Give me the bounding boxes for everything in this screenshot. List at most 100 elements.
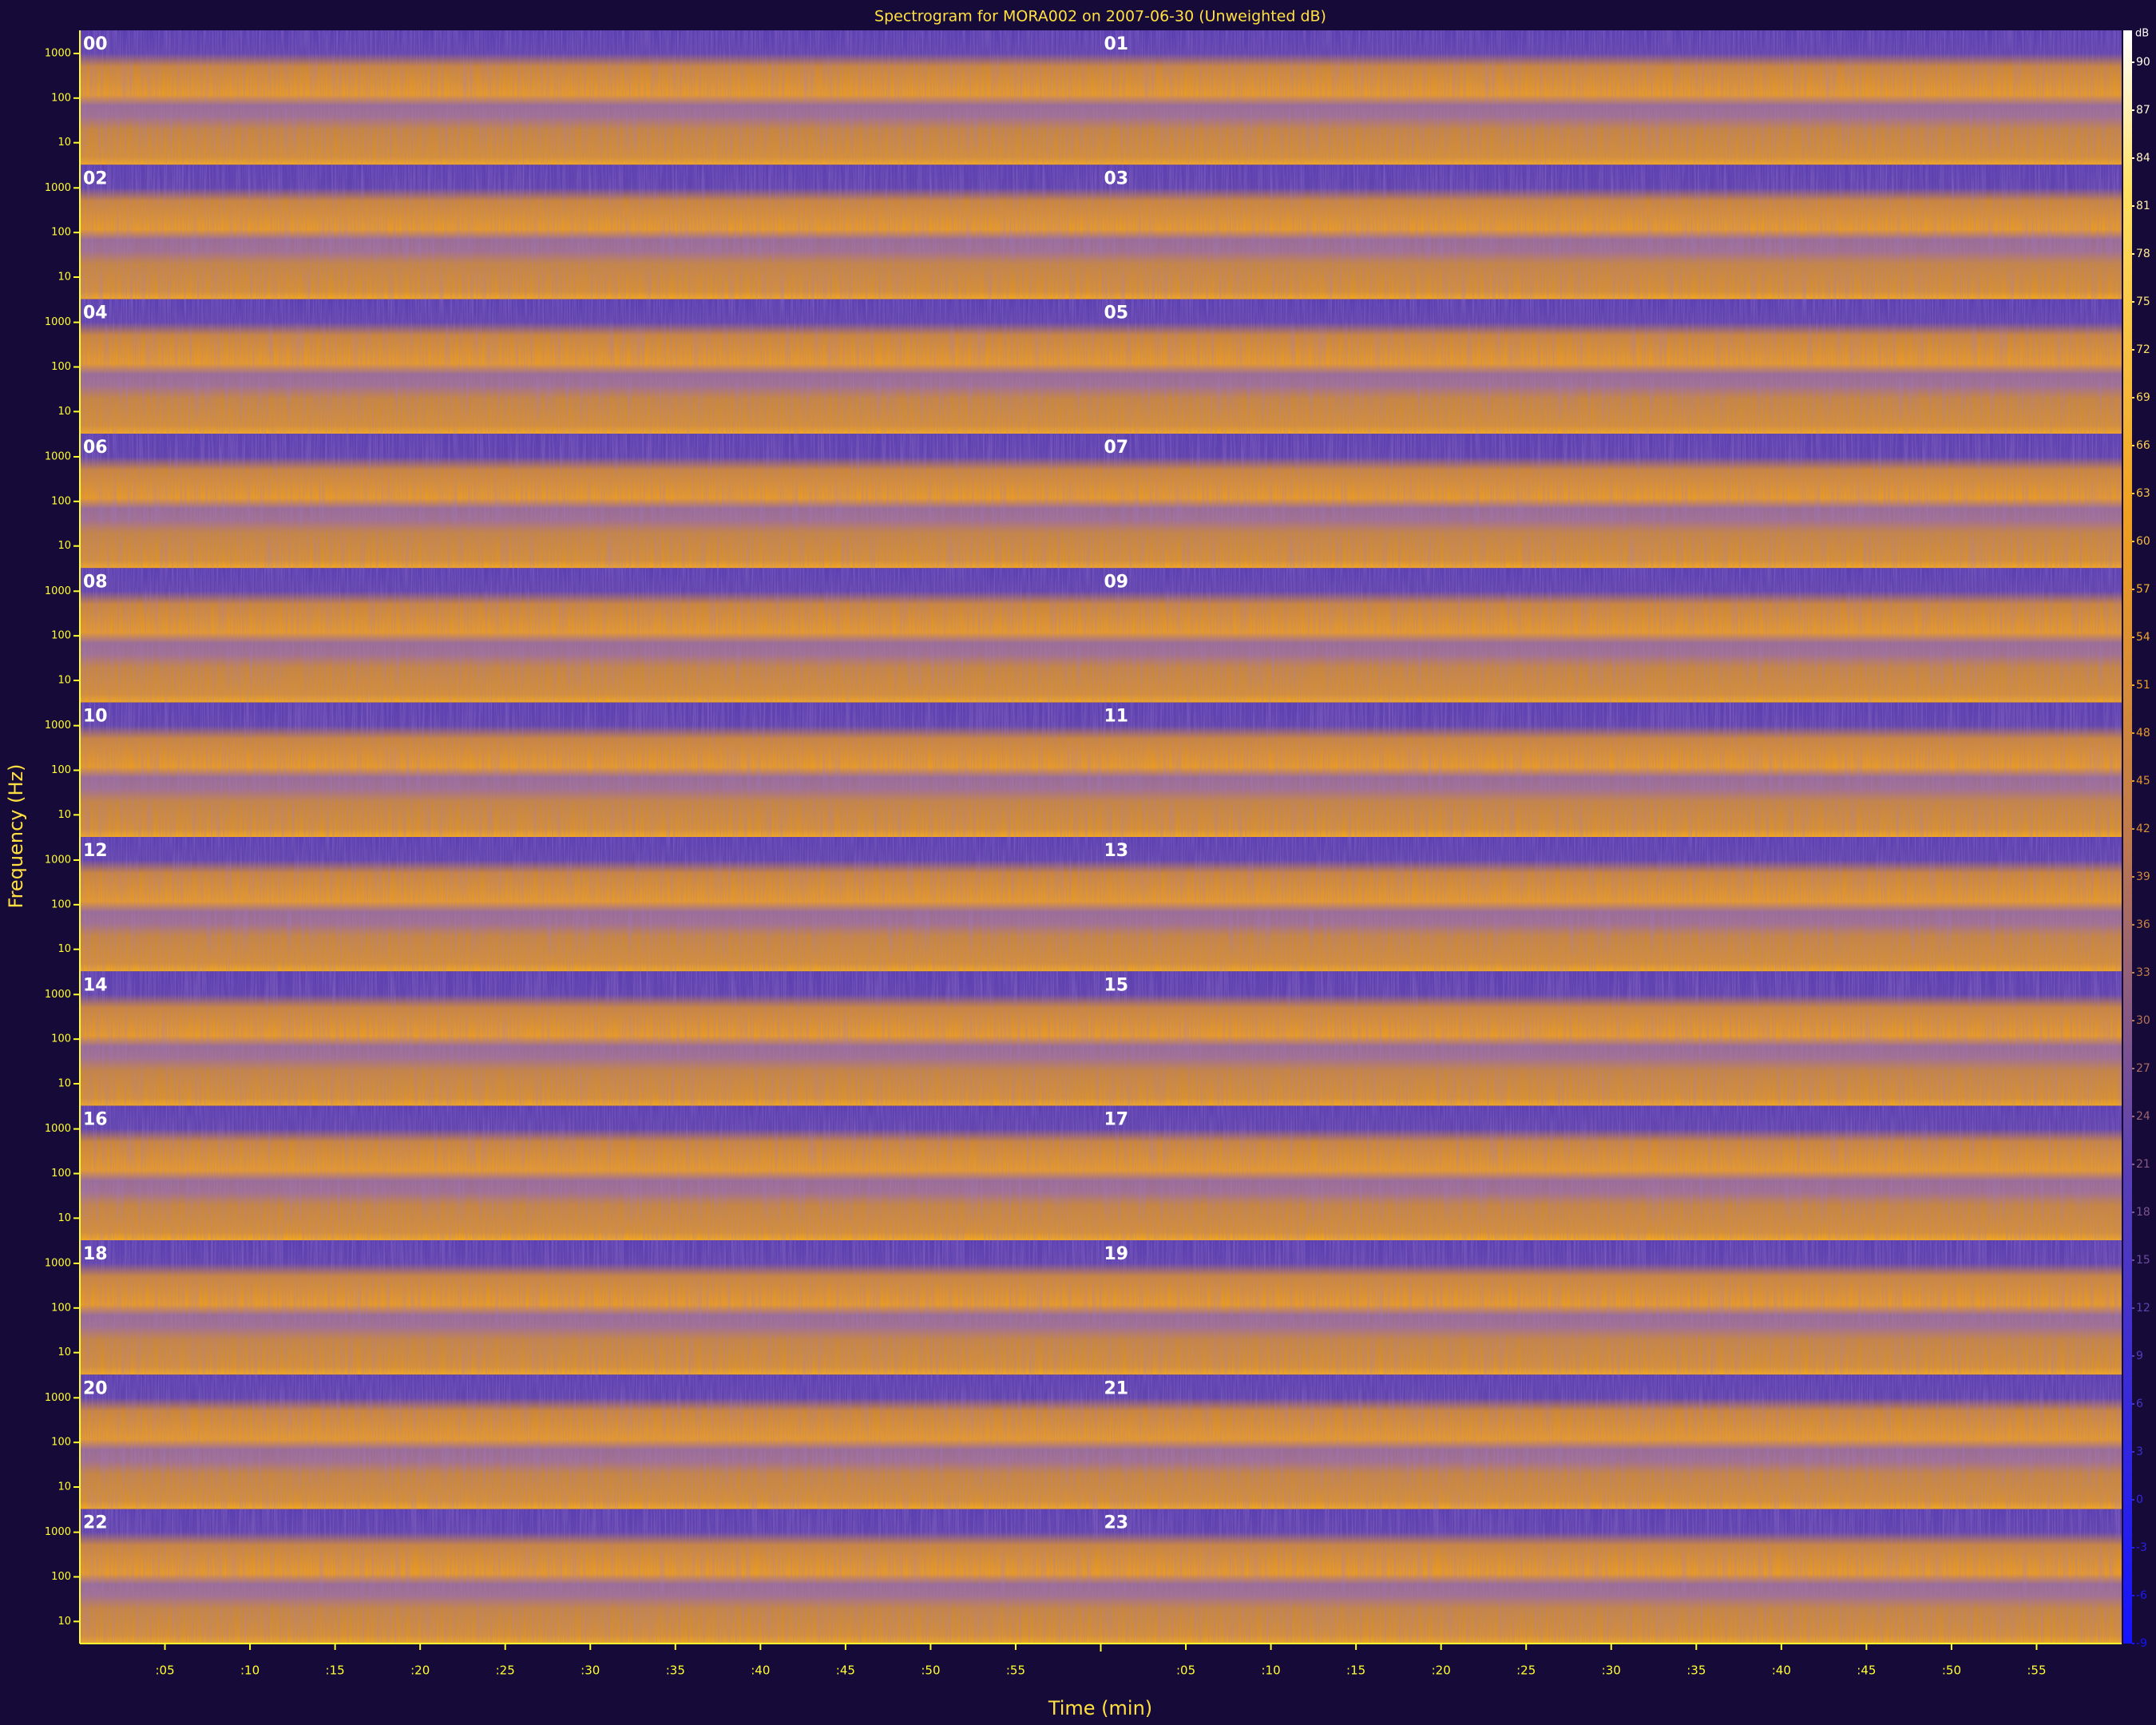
- spectrogram-texture: [80, 1374, 1101, 1509]
- colorbar-tick-label: 30: [2136, 1014, 2150, 1027]
- colorbar-tick-label: 9: [2136, 1350, 2143, 1362]
- colorbar-tick-label: 36: [2136, 918, 2150, 931]
- spectrogram-texture: [1100, 30, 2122, 165]
- panel-label: 01: [1104, 34, 1129, 54]
- chart-title: Spectrogram for MORA002 on 2007-06-30 (U…: [874, 8, 1326, 26]
- y-tick-label: 10: [57, 272, 71, 284]
- y-tick-label: 1000: [45, 585, 71, 597]
- colorbar: [2123, 30, 2132, 1644]
- spectrogram-texture: [80, 165, 1101, 299]
- colorbar-tick-label: 42: [2136, 823, 2150, 835]
- y-tick-label: 100: [51, 1168, 71, 1180]
- panel-label: 19: [1104, 1244, 1129, 1264]
- spectrogram-texture: [1100, 1105, 2122, 1240]
- x-tick-label: :05: [155, 1664, 174, 1678]
- spectrogram-texture: [1100, 299, 2122, 434]
- y-tick-label: 10: [57, 1078, 71, 1090]
- panel-label: 13: [1104, 841, 1129, 861]
- colorbar-tick-label: 0: [2136, 1493, 2143, 1506]
- x-tick-label: :45: [1857, 1664, 1876, 1678]
- panel-label: 21: [1104, 1378, 1129, 1398]
- x-tick-label: :15: [1346, 1664, 1365, 1678]
- y-tick-label: 10: [57, 1616, 71, 1628]
- panel-label: 20: [83, 1378, 108, 1398]
- y-tick-label: 100: [51, 1033, 71, 1045]
- panel-label: 06: [83, 438, 108, 458]
- colorbar-tick-label: 3: [2136, 1445, 2143, 1458]
- colorbar-label: dB: [2135, 28, 2149, 40]
- colorbar-tick-label: 57: [2136, 583, 2150, 596]
- y-tick-label: 10: [57, 943, 71, 955]
- y-tick-label: 1000: [45, 720, 71, 732]
- spectrogram-texture: [80, 837, 1101, 972]
- y-tick-label: 10: [57, 137, 71, 149]
- x-tick-label: :50: [1942, 1664, 1961, 1678]
- spectrogram-texture: [80, 568, 1101, 703]
- panel-label: 09: [1104, 572, 1129, 592]
- y-tick-label: 100: [51, 898, 71, 910]
- colorbar-tick-label: 69: [2136, 391, 2150, 404]
- panel-label: 03: [1104, 169, 1129, 188]
- colorbar-tick-label: 84: [2136, 152, 2150, 165]
- y-tick-label: 1000: [45, 450, 71, 462]
- spectrogram-texture: [1100, 568, 2122, 703]
- y-tick-label: 100: [51, 361, 71, 373]
- x-tick-label: :10: [240, 1664, 260, 1678]
- panel-label: 18: [83, 1244, 108, 1264]
- colorbar-tick-label: 18: [2136, 1206, 2150, 1219]
- colorbar-tick-label: 12: [2136, 1302, 2150, 1315]
- colorbar-tick-label: 33: [2136, 966, 2150, 979]
- colorbar-tick-label: 78: [2136, 248, 2150, 260]
- x-tick-label: :25: [496, 1664, 515, 1678]
- panel-label: 22: [83, 1513, 108, 1533]
- colorbar-tick-label: 27: [2136, 1062, 2150, 1075]
- y-tick-label: 100: [51, 764, 71, 776]
- y-tick-label: 100: [51, 227, 71, 239]
- spectrogram-texture: [80, 1105, 1101, 1240]
- panel-label: 23: [1104, 1513, 1129, 1533]
- y-tick-label: 1000: [45, 1392, 71, 1404]
- panel-label: 14: [83, 975, 108, 995]
- y-tick-label: 1000: [45, 182, 71, 194]
- spectrogram-texture: [80, 1240, 1101, 1375]
- y-tick-label: 10: [57, 809, 71, 821]
- x-tick-label: :10: [1262, 1664, 1281, 1678]
- y-tick-label: 100: [51, 92, 71, 104]
- y-tick-label: 1000: [45, 1526, 71, 1538]
- y-tick-label: 10: [57, 1346, 71, 1358]
- x-tick-label: :55: [2027, 1664, 2046, 1678]
- colorbar-tick-label: 48: [2136, 727, 2150, 740]
- colorbar-tick-label: 45: [2136, 775, 2150, 787]
- x-tick-label: :55: [1006, 1664, 1025, 1678]
- x-tick-label: :25: [1516, 1664, 1536, 1678]
- colorbar-tick-label: 63: [2136, 487, 2150, 500]
- panel-label: 02: [83, 169, 108, 188]
- colorbar-tick-label: 87: [2136, 104, 2150, 117]
- y-tick-label: 10: [57, 1212, 71, 1224]
- y-tick-label: 10: [57, 1481, 71, 1493]
- colorbar-tick-label: 54: [2136, 631, 2150, 644]
- spectrogram-texture: [1100, 165, 2122, 299]
- y-tick-label: 100: [51, 1571, 71, 1583]
- panel-label: 12: [83, 841, 108, 861]
- y-tick-label: 1000: [45, 854, 71, 866]
- y-axis-label: Frequency (Hz): [5, 764, 27, 909]
- y-tick-label: 100: [51, 1437, 71, 1449]
- x-tick-label: :40: [1772, 1664, 1791, 1678]
- spectrogram-texture: [1100, 1509, 2122, 1644]
- spectrogram-texture: [80, 702, 1101, 837]
- x-tick-label: :45: [836, 1664, 855, 1678]
- x-tick-label: :20: [1432, 1664, 1451, 1678]
- spectrogram-texture: [1100, 434, 2122, 569]
- panel-label: 17: [1104, 1110, 1129, 1130]
- panel-label: 07: [1104, 438, 1129, 458]
- colorbar-tick-label: -3: [2136, 1541, 2147, 1554]
- x-tick-label: :50: [921, 1664, 940, 1678]
- colorbar-tick-label: 6: [2136, 1398, 2143, 1410]
- panel-label: 08: [83, 572, 108, 592]
- colorbar-tick-label: 72: [2136, 343, 2150, 356]
- spectrogram-texture: [80, 1509, 1101, 1644]
- colorbar-tick-label: 39: [2136, 870, 2150, 883]
- y-tick-label: 100: [51, 1302, 71, 1314]
